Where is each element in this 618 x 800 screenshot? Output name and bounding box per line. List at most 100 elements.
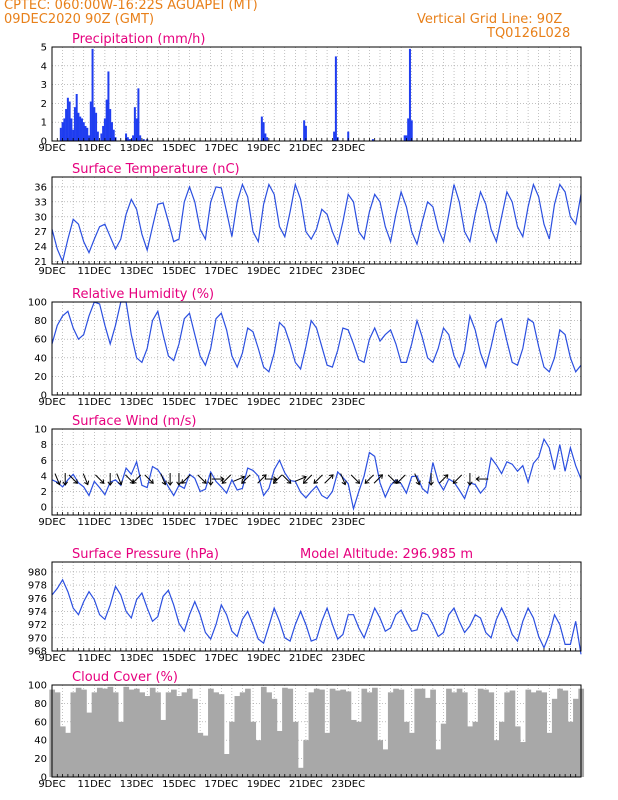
cloud-bar — [54, 692, 61, 777]
cloud-bar — [329, 688, 336, 777]
precip-bar — [371, 139, 374, 141]
cloud-bar — [366, 692, 373, 777]
wind-arrow-head — [176, 481, 182, 486]
cloud-bar — [308, 692, 315, 777]
wind-y-tick-label: 10 — [34, 425, 47, 436]
humidity-x-tick-label: 15DEC — [162, 397, 196, 408]
wind-title: Surface Wind (m/s) — [72, 414, 196, 429]
wind-arrow-shaft — [438, 474, 449, 484]
wind-arrow-shaft — [144, 474, 154, 484]
wind-x-tick-label: 19DEC — [247, 517, 281, 528]
wind-y-tick-label: 0 — [41, 503, 47, 514]
wind-x-tick-label: 21DEC — [289, 517, 323, 528]
cloud-y-tick-label: 60 — [34, 717, 47, 728]
wind-arrow-shaft — [273, 474, 283, 484]
precip-bar — [133, 107, 136, 141]
wind-x-tick-label: 11DEC — [77, 517, 111, 528]
wind-arrow-shaft — [350, 474, 360, 484]
cloud-bar — [541, 692, 548, 777]
wind-arrow-head — [467, 481, 473, 486]
precip-bar — [100, 133, 103, 141]
wind-arrow-head — [428, 481, 434, 486]
cloud-bar — [70, 692, 77, 777]
cloud-bar — [382, 749, 389, 777]
cloud-bar — [91, 692, 98, 777]
wind-x-tick-label: 15DEC — [162, 517, 196, 528]
wind-arrow-head — [181, 479, 186, 484]
precip-y-tick-label: 3 — [41, 80, 47, 91]
wind-arrow-shaft — [197, 474, 207, 484]
cloud-y-tick-label: 40 — [34, 736, 47, 747]
cloud-x-tick-label: 23DEC — [331, 779, 365, 790]
pressure-y-tick-label: 972 — [28, 620, 47, 631]
precip-title: Precipitation (mm/h) — [72, 32, 205, 47]
precip-frame — [51, 46, 582, 142]
wind-arrow-shaft — [233, 476, 245, 482]
wind-arrow-head — [167, 481, 173, 486]
wind-y-tick-label: 4 — [41, 471, 47, 482]
cloud-bar — [65, 732, 71, 777]
wind-arrow-shaft — [313, 474, 323, 484]
precip-bar — [68, 101, 71, 141]
precip-bar — [112, 129, 115, 141]
wind-arrow-head — [161, 480, 167, 486]
wind-arrow-head — [131, 479, 137, 484]
cloud-x-tick-label: 11DEC — [77, 779, 111, 790]
precip-x-tick-label: 9DEC — [38, 143, 65, 154]
cloud-bar — [176, 696, 183, 777]
wind-y-tick-label: 2 — [41, 487, 47, 498]
cloud-bar — [223, 754, 230, 777]
precip-y-tick-label: 0 — [41, 137, 47, 148]
cloud-bar — [446, 688, 452, 777]
pressure-x-tick-label: 11DEC — [77, 653, 111, 664]
cloud-bar — [128, 689, 135, 777]
precip-bar — [125, 133, 128, 141]
wind-arrow-head — [202, 479, 207, 484]
precip-bar — [84, 125, 87, 141]
cloud-bar — [160, 719, 167, 777]
precip-bar — [63, 118, 66, 141]
cloud-bar — [297, 767, 304, 777]
cloud-bar — [514, 726, 521, 777]
wind-arrow-head — [84, 480, 90, 486]
cloud-bar — [403, 721, 410, 777]
cloud-x-tick-label: 13DEC — [120, 779, 154, 790]
wind-arrow-head — [55, 480, 61, 486]
precip-bar — [82, 122, 85, 141]
pressure-y-tick-label: 968 — [28, 647, 47, 658]
precip-bar — [142, 139, 145, 141]
cloud-y-tick-label: 80 — [34, 699, 47, 710]
cloud-bar — [435, 749, 442, 777]
wind-arrow-shaft — [281, 474, 292, 484]
cloud-bar — [245, 688, 251, 777]
cloud-bar — [335, 690, 341, 777]
cloud-bar — [504, 692, 510, 777]
precip-y-tick-label: 2 — [41, 99, 47, 110]
wind-arrow-head — [443, 474, 449, 479]
pressure-y-tick-label: 974 — [28, 607, 47, 618]
precip-y-tick-label: 5 — [41, 43, 47, 54]
wind-arrow-head — [286, 479, 292, 484]
precip-bar — [303, 120, 306, 141]
precip-bar — [139, 135, 142, 141]
precip-bar — [333, 131, 336, 141]
wind-arrow-shaft — [453, 474, 463, 484]
wind-y-tick-label: 8 — [41, 440, 47, 451]
precip-bar — [403, 135, 406, 141]
cloud-bar — [409, 732, 415, 777]
humidity-x-tick-label: 23DEC — [331, 397, 365, 408]
cloud-bar — [551, 698, 558, 777]
cloud-bar — [477, 688, 484, 777]
cloud-bar — [208, 688, 214, 777]
wind-arrow-head — [272, 479, 278, 484]
cloud-bar — [234, 696, 241, 777]
cloud-bar — [123, 686, 130, 777]
temperature-title: Surface Temperature (nC) — [72, 162, 240, 177]
precip-bar — [132, 135, 135, 141]
cloud-bar — [398, 689, 405, 777]
header-grid-note: Vertical Grid Line: 90Z — [417, 12, 563, 27]
pressure-y-tick-label: 978 — [28, 581, 47, 592]
cloud-bar — [536, 690, 542, 777]
wind-arrow-head — [378, 474, 384, 479]
